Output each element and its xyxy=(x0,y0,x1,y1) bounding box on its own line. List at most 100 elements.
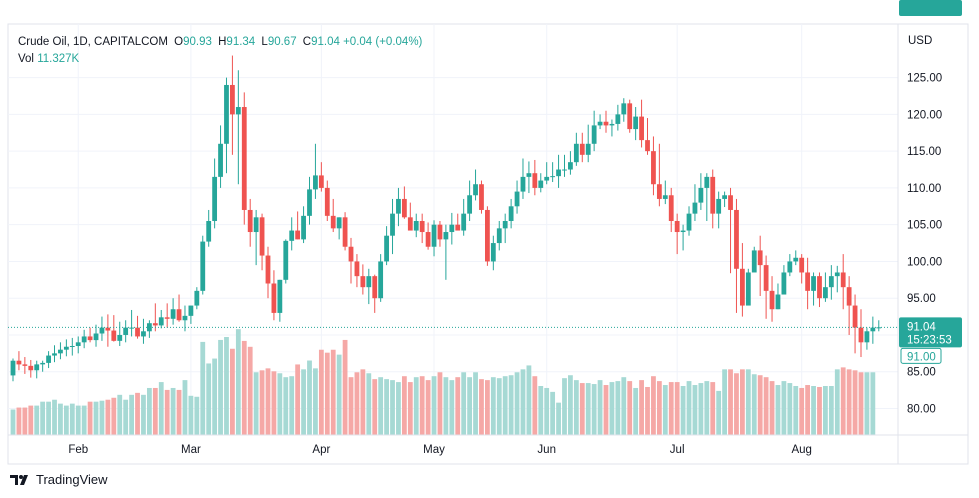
legend-close-value: 91.04 xyxy=(311,36,340,48)
volume-bar xyxy=(745,369,751,435)
y-tick-label: 85.00 xyxy=(907,367,936,379)
candle-body xyxy=(556,169,561,177)
candle-body xyxy=(93,333,99,341)
x-tick-label: Jun xyxy=(537,444,556,456)
candle xyxy=(870,316,876,344)
candle xyxy=(158,309,164,329)
candle xyxy=(330,198,336,233)
volume-bar xyxy=(230,348,235,435)
chart-border xyxy=(7,23,969,465)
candle-body xyxy=(241,107,247,210)
volume-badge xyxy=(899,0,962,16)
volume-bar xyxy=(739,369,745,435)
legend-open-label: O xyxy=(174,36,184,48)
volume-bar xyxy=(407,382,413,435)
candle-body xyxy=(662,195,668,199)
volume-bar xyxy=(692,385,698,435)
volume-bar xyxy=(757,375,763,435)
volume-bar xyxy=(277,373,283,435)
volume-bar xyxy=(425,380,431,435)
candle xyxy=(206,209,212,247)
candle xyxy=(342,212,348,251)
candle-body xyxy=(69,345,75,347)
volume-bar xyxy=(656,381,662,435)
candle xyxy=(182,305,188,332)
candle-body xyxy=(692,202,698,214)
candle xyxy=(152,303,158,332)
volume-bar xyxy=(253,372,259,435)
candle xyxy=(609,119,615,137)
candle-body xyxy=(739,268,745,306)
volume-bar xyxy=(828,386,834,435)
candle xyxy=(704,173,710,221)
candle xyxy=(692,184,698,221)
volume-bar xyxy=(864,372,870,435)
candle-body xyxy=(401,198,407,218)
candle-body xyxy=(852,305,858,328)
candle-body xyxy=(224,84,229,144)
candle-body xyxy=(218,143,223,177)
candle xyxy=(544,162,550,185)
candle xyxy=(176,294,182,322)
volume-bar xyxy=(170,387,176,435)
candle-body xyxy=(230,84,235,115)
candle xyxy=(680,224,686,251)
candle-body xyxy=(40,362,46,365)
candle xyxy=(81,329,87,349)
candle xyxy=(117,321,123,346)
candle-body xyxy=(496,228,502,244)
candle-body xyxy=(651,151,656,185)
candle xyxy=(603,110,609,133)
volume-bar xyxy=(366,373,372,435)
candle xyxy=(745,268,751,306)
volume-bar xyxy=(532,376,538,435)
candle xyxy=(141,318,146,344)
volume-bar xyxy=(289,376,295,435)
candle xyxy=(75,336,81,354)
candle-body xyxy=(568,162,573,170)
volume-bar xyxy=(852,370,858,435)
candle-body xyxy=(763,265,769,291)
volume-bar xyxy=(473,372,478,435)
volume-bar xyxy=(307,360,312,435)
volume-bar xyxy=(401,376,407,435)
candle xyxy=(645,118,650,155)
candlesticks[interactable] xyxy=(10,55,882,382)
candle xyxy=(538,173,544,193)
candle-body xyxy=(698,187,704,203)
candle xyxy=(230,55,235,155)
volume-bar xyxy=(538,386,544,435)
candle xyxy=(247,198,253,247)
tradingview-branding[interactable]: TradingView xyxy=(10,472,108,487)
candle-body xyxy=(805,272,811,291)
candle-body xyxy=(710,176,716,214)
candle xyxy=(301,206,306,244)
candle-body xyxy=(413,220,419,231)
volume-badge-label: 154.791K xyxy=(903,0,954,3)
volume-bar xyxy=(668,382,674,435)
legend-low-label: L xyxy=(261,36,268,48)
candle xyxy=(188,305,194,324)
candle-body xyxy=(259,217,265,256)
volume-bar xyxy=(218,339,223,435)
candle-body xyxy=(828,276,834,288)
candle-body xyxy=(639,116,644,141)
candle-body xyxy=(520,176,526,192)
candle xyxy=(627,99,633,133)
legend-close-label: C xyxy=(302,36,312,48)
volume-bar xyxy=(135,392,140,435)
volume-bar xyxy=(283,377,289,435)
x-tick-label: Mar xyxy=(181,444,201,456)
volume-bar xyxy=(413,377,419,435)
candle xyxy=(271,270,277,321)
currency-label[interactable]: USD xyxy=(908,35,933,47)
volume-bar xyxy=(627,381,633,435)
candle-body xyxy=(390,213,395,236)
candle-body xyxy=(16,360,22,365)
volume-bar xyxy=(716,390,722,435)
legend-high-label: H xyxy=(218,36,227,48)
candle-body xyxy=(437,224,443,240)
volume-bar xyxy=(75,405,81,435)
volume-bar xyxy=(846,369,852,435)
